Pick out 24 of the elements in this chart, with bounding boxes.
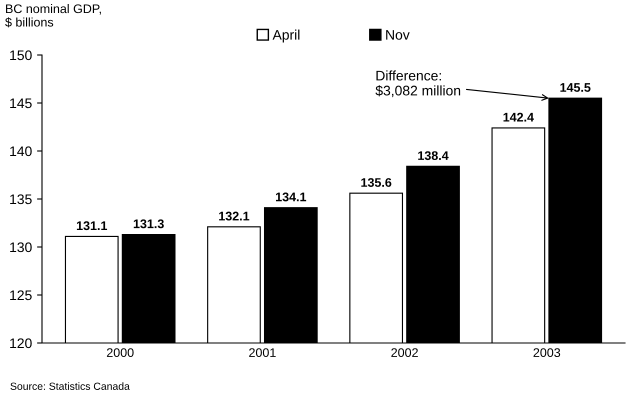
y-tick-label: 130 [10,242,32,252]
data-label: 131.1 [76,221,108,230]
y-tick-label: 120 [10,338,32,348]
y-tick-label: 145 [10,98,32,108]
data-label: 138.4 [418,151,449,160]
x-tick-label: 2001 [249,348,276,358]
x-tick-label: 2002 [391,348,418,358]
x-tick-label: 2000 [106,348,134,358]
x-tick-label: 2003 [534,348,560,358]
data-label: 132.1 [219,212,250,221]
y-tick-label: 125 [10,290,32,300]
y-tick-label: 140 [10,146,32,156]
data-label: 145.5 [560,83,591,92]
y-tick-label: 135 [10,194,32,204]
data-label: 134.1 [276,192,306,202]
data-label: 131.3 [134,219,164,228]
y-axis-title: BC nominal GDP, $ billions [5,4,101,28]
y-tick-label: 150 [10,50,32,60]
legend-label: April [272,30,300,42]
data-label: 142.4 [504,112,534,122]
data-label: 135.6 [361,178,392,187]
annotation: Difference: $3,082 million [375,70,460,98]
source-note: Source: Statistics Canada [10,382,130,390]
legend-label: Nov [386,30,410,40]
